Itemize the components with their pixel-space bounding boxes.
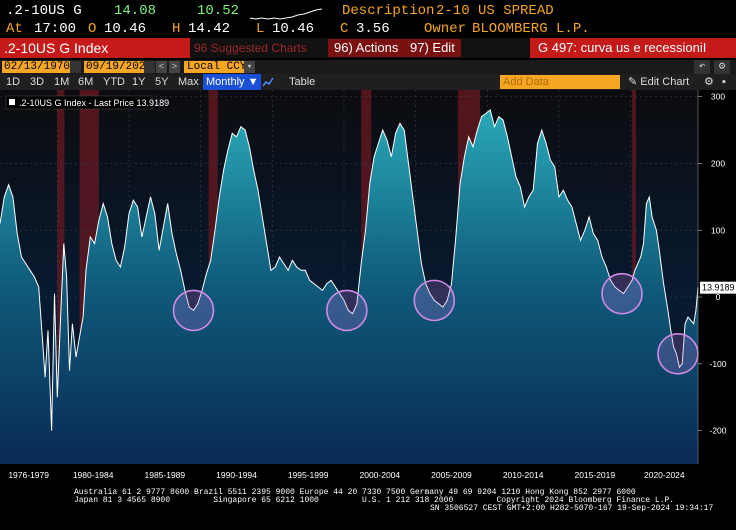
x-tick-label: 2000-2004 — [359, 470, 400, 480]
edit-chart-button[interactable]: ✎ Edit Chart — [628, 74, 689, 90]
at-label: At — [6, 21, 23, 37]
chart-settings-icon[interactable]: ⚙ — [704, 76, 714, 88]
x-tick-label: 2005-2009 — [431, 470, 472, 480]
description-label: Description — [342, 3, 435, 19]
at-value: 17:00 — [34, 21, 77, 37]
high-label: H — [172, 21, 181, 37]
footer-line-2: Japan 81 3 4565 8900 Singapore 65 6212 1… — [74, 496, 675, 505]
recession-band — [57, 90, 65, 464]
open-label: O — [88, 21, 97, 37]
date-range-bar: 02/13/1970 09/19/2024 < > Local CCY ▾ ↶ … — [0, 60, 736, 74]
change-value: 10.52 — [197, 3, 240, 19]
ticker-label[interactable]: .2-10US G — [6, 3, 82, 19]
inversion-circle — [172, 289, 215, 332]
x-tick-label: 1985-1989 — [144, 470, 185, 480]
x-tick-label: 2010-2014 — [503, 470, 544, 480]
low-label: L — [256, 21, 265, 37]
x-tick-label: 1980-1984 — [73, 470, 114, 480]
y-tick-label: 200 — [711, 158, 725, 168]
series-area — [0, 110, 698, 464]
period-1d[interactable]: 1D — [6, 76, 21, 88]
currency-select[interactable]: Local CCY — [184, 61, 250, 73]
chart: 300 200 100 0 -100 -200 1976-1979 1980-1984 198… — [0, 90, 736, 486]
close-label: C — [340, 21, 349, 37]
inversion-circle — [657, 333, 699, 375]
y-tick-label: -200 — [709, 426, 726, 436]
inversion-circle — [413, 279, 456, 322]
footer: Australia 61 2 9777 8600 Brazil 5511 239… — [0, 486, 736, 530]
period-6m[interactable]: 6M — [78, 76, 94, 88]
table-button[interactable]: Table — [289, 76, 316, 88]
x-axis-panel — [0, 464, 736, 486]
end-date-field[interactable]: 09/19/2024 — [84, 61, 155, 73]
frequency-label: Monthly — [206, 76, 245, 88]
frequency-select[interactable]: Monthly ▼ — [203, 74, 262, 90]
inversion-circles — [172, 272, 699, 375]
period-1m[interactable]: 1M — [54, 76, 70, 88]
back-arrow-icon[interactable]: < — [156, 61, 167, 73]
series-line — [0, 109, 699, 431]
inversion-circle — [326, 289, 368, 332]
gear-icon[interactable]: ⚙ — [714, 60, 730, 74]
pencil-icon: ✎ — [628, 76, 638, 88]
sparkline — [250, 8, 322, 20]
owner-value: BLOOMBERG L.P. — [472, 21, 590, 37]
actions-menu[interactable]: 96) Actions — [328, 39, 405, 57]
legend-box — [5, 95, 153, 110]
chart-options-icon[interactable]: ▪ — [722, 76, 726, 88]
legend-swatch — [9, 99, 15, 105]
period-1y[interactable]: 1Y — [132, 76, 146, 88]
owner-label: Owner — [424, 21, 467, 37]
edit-menu[interactable]: 97) Edit — [404, 39, 461, 57]
calendar-icon[interactable] — [70, 61, 81, 73]
start-date-field[interactable]: 02/13/1970 — [2, 61, 73, 73]
y-tick-label: 300 — [711, 92, 725, 102]
forward-arrow-icon[interactable]: > — [169, 61, 180, 73]
y-axis: 300 200 100 0 -100 -200 — [698, 92, 727, 436]
open-value: 10.46 — [104, 21, 147, 37]
low-value: 10.46 — [272, 21, 315, 37]
last-price-label: 13.9189 — [702, 283, 735, 293]
toolbar: .2-10US G Index 96 Suggested Charts 96) … — [0, 38, 736, 58]
chevron-down-icon[interactable]: ▾ — [244, 61, 255, 73]
inversion-circle — [601, 272, 643, 315]
security-name[interactable]: .2-10US G Index — [0, 38, 190, 58]
y-tick-label: 100 — [711, 225, 725, 235]
header-row-2: At 17:00 O 10.46 H 14.42 L 10.46 C 3.56 … — [0, 21, 736, 39]
period-3d[interactable]: 3D — [30, 76, 45, 88]
suggested-charts-button[interactable]: 96 Suggested Charts — [194, 41, 307, 55]
y-tick-label: 0 — [716, 292, 721, 302]
x-tick-label: 1995-1999 — [288, 470, 329, 480]
chart-title-tab[interactable]: G 497: curva us e recessioniI — [530, 38, 736, 58]
period-ytd[interactable]: YTD — [103, 76, 125, 88]
x-axis: 1976-1979 1980-1984 1985-1989 1990-1994 1995… — [8, 470, 685, 480]
line-chart-icon[interactable] — [262, 74, 274, 90]
x-tick-label: 2020-2024 — [644, 470, 685, 480]
undo-icon[interactable]: ↶ — [694, 60, 710, 74]
header-row-1: .2-10US G 14.08 10.52 Description 2-10 U… — [0, 3, 736, 23]
close-value: 3.56 — [356, 21, 390, 37]
description-value: 2-10 US SPREAD — [436, 3, 554, 19]
period-5y[interactable]: 5Y — [155, 76, 169, 88]
high-value: 14.42 — [188, 21, 231, 37]
footer-line-3: SN 3506527 CEST GMT+2:00 H282-5070-167 1… — [430, 504, 714, 513]
period-bar: 1D 3D 1M 6M YTD 1Y 5Y Max Monthly ▼ Tabl… — [0, 74, 736, 90]
legend-text: .2-10US G Index - Last Price 13.9189 — [19, 98, 169, 108]
x-tick-label: 1976-1979 — [8, 470, 49, 480]
last-price: 14.08 — [114, 3, 157, 19]
edit-chart-label: Edit Chart — [640, 76, 690, 88]
x-tick-label: 2015-2019 — [574, 470, 615, 480]
y-axis-panel — [698, 90, 736, 464]
legend: .2-10US G Index - Last Price 13.9189 — [5, 95, 169, 110]
period-max[interactable]: Max — [178, 76, 199, 88]
x-tick-label: 1990-1994 — [216, 470, 257, 480]
footer-line-1: Australia 61 2 9777 8600 Brazil 5511 239… — [74, 488, 636, 497]
calendar-icon[interactable] — [144, 61, 155, 73]
add-data-input[interactable]: Add Data — [500, 75, 620, 89]
last-price-tag: 13.9189 — [700, 281, 736, 294]
y-tick-label: -100 — [709, 359, 726, 369]
